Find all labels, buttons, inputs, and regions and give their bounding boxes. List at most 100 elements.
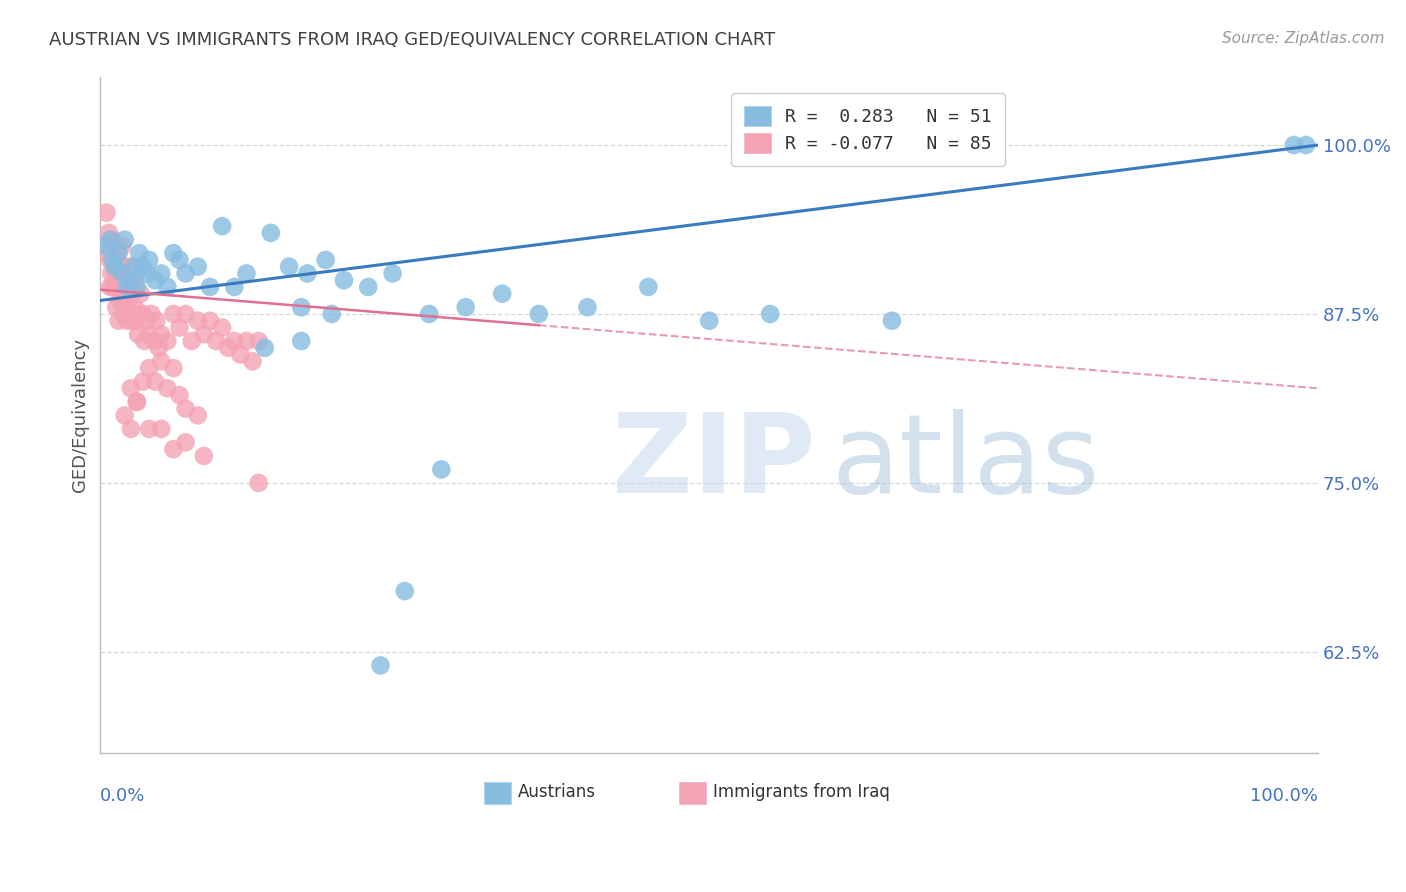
Point [96, 246, 118, 260]
Point [235, 267, 257, 281]
Point [174, 401, 197, 416]
Point [180, 334, 202, 348]
Point [162, 442, 184, 457]
Point [115, 280, 138, 294]
Point [105, 252, 128, 267]
Point [132, 307, 155, 321]
Point [697, 314, 720, 328]
Point [134, 334, 156, 348]
Point [101, 252, 124, 267]
Point [143, 273, 166, 287]
Point [321, 307, 343, 321]
Point [193, 449, 215, 463]
Point [193, 327, 215, 342]
Point [98, 252, 121, 267]
Text: Source: ZipAtlas.com: Source: ZipAtlas.com [1222, 31, 1385, 46]
Point [162, 361, 184, 376]
Point [125, 267, 148, 281]
Point [114, 233, 136, 247]
Point [141, 307, 163, 321]
Point [125, 314, 148, 328]
Text: AUSTRIAN VS IMMIGRANTS FROM IRAQ GED/EQUIVALENCY CORRELATION CHART: AUSTRIAN VS IMMIGRANTS FROM IRAQ GED/EQU… [49, 31, 776, 49]
Point [430, 462, 453, 476]
Point [315, 252, 337, 267]
Point [138, 252, 160, 267]
Point [107, 273, 129, 287]
Point [142, 334, 165, 348]
Point [198, 314, 221, 328]
Point [111, 239, 134, 253]
Point [111, 286, 134, 301]
Point [135, 267, 157, 281]
Point [333, 273, 356, 287]
Bar [679, 781, 706, 804]
Point [224, 334, 246, 348]
Point [169, 388, 191, 402]
Point [117, 293, 139, 308]
Point [253, 341, 276, 355]
Point [107, 314, 129, 328]
Point [174, 267, 197, 281]
Point [108, 260, 131, 274]
Point [114, 409, 136, 423]
Point [96, 239, 118, 253]
Point [105, 300, 128, 314]
Point [174, 435, 197, 450]
Text: Immigrants from Iraq: Immigrants from Iraq [713, 783, 890, 802]
Point [128, 246, 150, 260]
Point [278, 260, 301, 274]
Point [120, 381, 142, 395]
Point [759, 307, 782, 321]
Text: atlas: atlas [831, 409, 1099, 516]
Point [162, 246, 184, 260]
Point [229, 347, 252, 361]
Point [381, 267, 404, 281]
Point [454, 300, 477, 314]
Point [138, 422, 160, 436]
Point [394, 584, 416, 599]
Point [150, 422, 173, 436]
Point [129, 286, 152, 301]
Point [370, 658, 392, 673]
Point [211, 320, 233, 334]
Point [120, 307, 142, 321]
Point [491, 286, 513, 301]
Text: Austrians: Austrians [517, 783, 596, 802]
Point [187, 260, 209, 274]
Point [169, 320, 191, 334]
Point [124, 280, 146, 294]
Point [104, 260, 127, 274]
Point [125, 280, 148, 294]
Point [97, 226, 120, 240]
Point [138, 361, 160, 376]
Point [120, 422, 142, 436]
Point [103, 260, 125, 274]
Point [247, 475, 270, 490]
Point [112, 307, 135, 321]
Legend: R =  0.283   N = 51, R = -0.077   N = 85: R = 0.283 N = 51, R = -0.077 N = 85 [731, 94, 1005, 166]
Point [290, 334, 312, 348]
Point [135, 314, 157, 328]
Point [205, 334, 228, 348]
Point [217, 341, 239, 355]
Point [115, 314, 138, 328]
Point [637, 280, 659, 294]
Point [132, 375, 155, 389]
Point [127, 327, 149, 342]
Point [235, 334, 257, 348]
Point [125, 395, 148, 409]
Point [101, 233, 124, 247]
Point [150, 327, 173, 342]
Point [148, 341, 170, 355]
Point [260, 226, 283, 240]
Point [156, 334, 179, 348]
Point [357, 280, 380, 294]
Point [111, 267, 134, 281]
Point [124, 300, 146, 314]
Point [143, 375, 166, 389]
Point [162, 307, 184, 321]
Point [120, 260, 142, 274]
Point [98, 233, 121, 247]
Point [156, 280, 179, 294]
Point [120, 273, 142, 287]
